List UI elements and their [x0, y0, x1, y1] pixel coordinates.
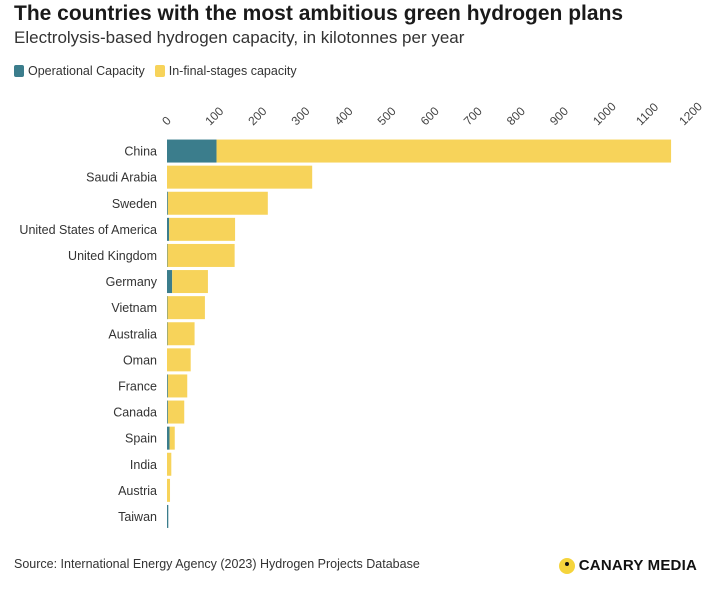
y-tick-label-united-kingdom: United Kingdom — [68, 249, 157, 263]
y-tick-label-canada: Canada — [113, 406, 157, 420]
y-tick-label-china: China — [124, 145, 157, 159]
bar-canada-operational-capacity — [167, 400, 168, 424]
bar-australia-operational-capacity — [167, 322, 168, 346]
bar-canada-in-final-stages-capacity — [167, 400, 185, 424]
y-tick-label-spain: Spain — [125, 432, 157, 446]
x-tick-label-1100: 1100 — [633, 100, 661, 128]
x-tick-label-700: 700 — [461, 104, 485, 128]
x-tick-label-400: 400 — [332, 104, 356, 128]
legend-swatch-operational — [14, 65, 24, 77]
legend-label-final-stage: In-final-stages capacity — [168, 64, 297, 78]
bar-sweden-operational-capacity — [167, 191, 168, 215]
legend-item-final-stage: In-final-stages capacity — [154, 64, 297, 78]
x-tick-label-1000: 1000 — [590, 99, 619, 128]
y-tick-label-oman: Oman — [123, 353, 157, 367]
y-tick-label-united-states-of-america: United States of America — [19, 223, 157, 237]
x-tick-label-1200: 1200 — [676, 99, 705, 128]
brand-logo: CANARY MEDIA — [558, 557, 697, 574]
bar-france-in-final-stages-capacity — [167, 374, 188, 398]
bar-germany-in-final-stages-capacity — [172, 270, 208, 294]
legend-swatch-final-stage — [154, 65, 165, 77]
legend-item-operational: Operational Capacity — [14, 64, 145, 78]
legend: Operational Capacity In-final-stages cap… — [14, 64, 307, 78]
x-tick-label-500: 500 — [375, 104, 399, 128]
bar-sweden-in-final-stages-capacity — [167, 191, 268, 215]
x-tick-label-0: 0 — [159, 113, 174, 128]
x-tick-label-900: 900 — [547, 104, 571, 128]
y-tick-label-france: France — [118, 379, 157, 393]
bar-france-operational-capacity — [167, 374, 168, 398]
bar-taiwan-operational-capacity — [167, 504, 169, 528]
legend-label-operational: Operational Capacity — [28, 64, 145, 78]
brand-name: CANARY MEDIA — [578, 557, 697, 574]
y-tick-label-germany: Germany — [106, 275, 158, 289]
chart-subtitle: Electrolysis-based hydrogen capacity, in… — [14, 28, 465, 47]
bar-australia-in-final-stages-capacity — [167, 322, 195, 346]
bar-vietnam-in-final-stages-capacity — [167, 296, 205, 320]
bar-india-in-final-stages-capacity — [167, 452, 172, 476]
bar-austria-in-final-stages-capacity — [167, 478, 171, 502]
x-tick-label-100: 100 — [202, 104, 226, 128]
bar-china-in-final-stages-capacity — [216, 139, 672, 163]
y-tick-label-australia: Australia — [108, 327, 157, 341]
bar-germany-operational-capacity — [167, 270, 173, 294]
bar-vietnam-operational-capacity — [167, 296, 168, 320]
y-tick-label-austria: Austria — [118, 484, 157, 498]
bar-united-states-of-america-operational-capacity — [167, 217, 170, 241]
x-tick-label-600: 600 — [418, 104, 442, 128]
bar-spain-in-final-stages-capacity — [169, 426, 175, 450]
bar-united-kingdom-in-final-stages-capacity — [167, 243, 235, 267]
bar-oman-in-final-stages-capacity — [167, 348, 191, 372]
bar-united-states-of-america-in-final-stages-capacity — [169, 217, 236, 241]
x-tick-label-800: 800 — [504, 104, 528, 128]
bar-united-kingdom-operational-capacity — [167, 243, 168, 267]
x-tick-label-300: 300 — [288, 104, 312, 128]
source-note: Source: International Energy Agency (202… — [14, 557, 420, 571]
y-tick-label-saudi-arabia: Saudi Arabia — [86, 171, 157, 185]
x-tick-label-200: 200 — [245, 104, 269, 128]
bar-spain-operational-capacity — [167, 426, 170, 450]
bar-chart: 0 100 200 300 400 500 600 700 800 900 1000 1100 1200… — [19, 99, 705, 528]
y-tick-label-vietnam: Vietnam — [111, 301, 157, 315]
bar-saudi-arabia-in-final-stages-capacity — [167, 165, 313, 189]
y-tick-label-taiwan: Taiwan — [118, 510, 157, 524]
bar-china-operational-capacity — [167, 139, 217, 163]
y-tick-label-india: India — [130, 458, 157, 472]
y-tick-label-sweden: Sweden — [112, 197, 157, 211]
canary-icon — [558, 557, 575, 574]
chart-title: The countries with the most ambitious gr… — [14, 2, 624, 25]
